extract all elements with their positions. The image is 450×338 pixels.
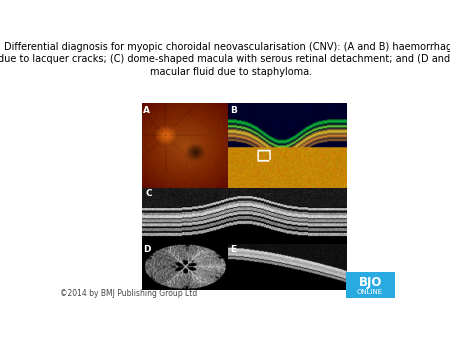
Text: Differential diagnosis for myopic choroidal neovascularisation (CNV): (A and B) : Differential diagnosis for myopic choroi… [0,42,450,77]
Text: Tien Y Wong et al. Br J Ophthalmol
doi:10.1136/bjophthalmol-2014-305131: Tien Y Wong et al. Br J Ophthalmol doi:1… [142,247,309,268]
Text: ©2014 by BMJ Publishing Group Ltd: ©2014 by BMJ Publishing Group Ltd [60,289,197,298]
